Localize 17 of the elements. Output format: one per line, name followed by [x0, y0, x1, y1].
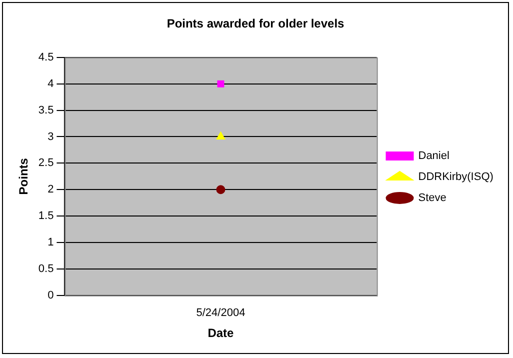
x-tick-label: 5/24/2004 — [196, 307, 246, 320]
legend-label: Steve — [418, 192, 446, 204]
y-tick-label: 0 — [48, 289, 54, 302]
chart-title: Points awarded for older levels — [166, 16, 345, 31]
x-axis-title: Date — [208, 326, 234, 340]
y-tick-label: 1.5 — [38, 210, 54, 222]
y-tick-label: 3.5 — [38, 104, 54, 116]
y-tick-label: 2.5 — [38, 157, 54, 170]
y-tick-label: 1 — [48, 236, 54, 249]
y-tick-label: 4 — [48, 78, 54, 90]
legend-label: Daniel — [418, 150, 450, 162]
y-tick-label: 2 — [48, 184, 54, 196]
y-tick-label: 4.5 — [38, 51, 54, 64]
y-tick-label: 3 — [48, 130, 54, 143]
legend-label: DDRKirby(ISQ) — [418, 171, 494, 184]
y-tick-label: 0.5 — [38, 262, 54, 275]
y-axis-title: Points — [16, 158, 31, 195]
